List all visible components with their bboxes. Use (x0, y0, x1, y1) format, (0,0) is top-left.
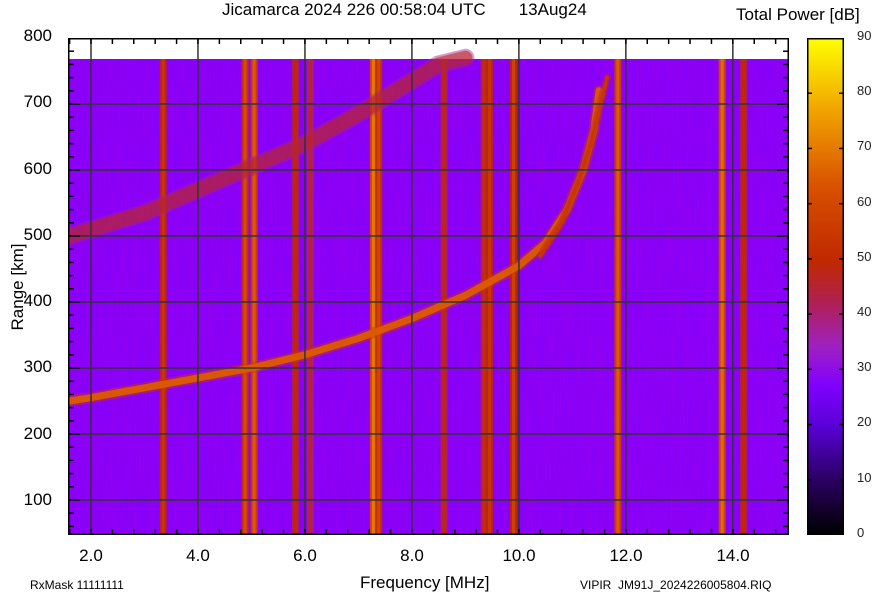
x-tick-label: 14.0 (716, 546, 750, 565)
chart-title: Jicamarca 2024 226 00:58:04 UTC 13Aug24 (222, 0, 587, 19)
interference-band-core (377, 59, 381, 535)
interference-band-core (742, 59, 746, 535)
colorbar-tick-label: 50 (857, 249, 872, 264)
colorbar-tick-label: 80 (857, 83, 872, 98)
colorbar-tick-label: 10 (857, 470, 872, 485)
interference-band-core (371, 59, 375, 535)
x-axis-label: Frequency [MHz] (360, 573, 490, 592)
colorbar-tick-label: 60 (857, 194, 872, 209)
x-tick-label: 10.0 (502, 546, 536, 565)
interference-band-core (161, 59, 165, 535)
interference-band-core (482, 59, 486, 535)
y-tick-label: 500 (23, 225, 52, 244)
y-tick-label: 400 (23, 291, 52, 310)
interference-band-core (720, 59, 724, 535)
x-tick-label: 2.0 (79, 546, 103, 565)
y-tick-label: 200 (23, 424, 52, 443)
colorbar-tick-label: 40 (857, 304, 872, 319)
interference-band-core (442, 59, 446, 535)
colorbar-tick-label: 0 (857, 525, 865, 540)
colorbar-tick-label: 70 (857, 138, 872, 153)
colorbar (807, 38, 844, 535)
ionogram-plot (68, 38, 789, 535)
interference-band-core (512, 59, 516, 535)
interference-band-core (616, 59, 620, 535)
x-tick-label: 12.0 (609, 546, 643, 565)
interference-band-core (308, 59, 312, 535)
rxmask-label: RxMask 11111111 (30, 578, 124, 592)
colorbar-tick-label: 90 (857, 28, 872, 43)
y-tick-label: 800 (23, 26, 52, 45)
x-tick-label: 8.0 (400, 546, 424, 565)
y-tick-label: 100 (23, 490, 52, 509)
interference-band-core (252, 59, 256, 535)
x-tick-label: 4.0 (186, 546, 210, 565)
interference-band-core (243, 59, 247, 535)
y-tick-label: 600 (23, 159, 52, 178)
x-tick-label: 6.0 (293, 546, 317, 565)
file-info-label: VIPIR JM91J_2024226005804.RIQ (580, 578, 772, 592)
colorbar-tick-label: 20 (857, 414, 872, 429)
y-tick-label: 300 (23, 357, 52, 376)
colorbar-tick-label: 30 (857, 359, 872, 374)
colorbar-title: Total Power [dB] (736, 5, 860, 24)
interference-band-core (293, 59, 297, 535)
echo-trace (538, 75, 610, 258)
interference-band-core (487, 59, 491, 535)
y-tick-label: 700 (23, 92, 52, 111)
y-axis-label: Range [km] (8, 243, 27, 331)
